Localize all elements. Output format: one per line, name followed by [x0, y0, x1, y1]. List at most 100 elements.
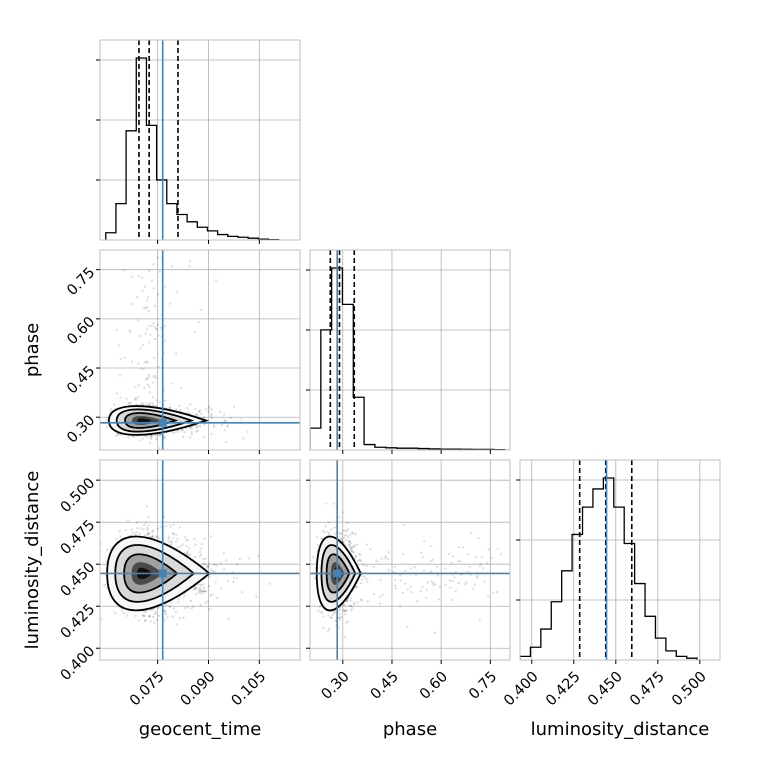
scatter-point — [348, 540, 352, 544]
scatter-point — [141, 289, 144, 293]
scatter-point — [147, 615, 151, 618]
scatter-point — [147, 532, 151, 536]
scatter-point — [155, 618, 158, 622]
scatter-point — [337, 616, 341, 620]
scatter-point — [356, 560, 360, 563]
scatter-point — [340, 537, 343, 541]
scatter-point — [327, 627, 331, 630]
scatter-point — [170, 265, 174, 268]
scatter-point — [197, 591, 201, 594]
scatter-point — [340, 615, 343, 619]
scatter-point — [334, 619, 337, 622]
scatter-point — [343, 613, 347, 616]
scatter-point — [173, 431, 176, 434]
scatter-point — [175, 291, 178, 294]
scatter-point — [183, 606, 186, 610]
scatter-point — [130, 528, 134, 532]
scatter-point — [320, 537, 323, 540]
scatter-point — [137, 619, 141, 622]
scatter-point — [351, 606, 354, 610]
scatter-point — [215, 564, 218, 567]
y-tick-label-phase-1: 0.45 — [64, 363, 98, 397]
scatter-point — [148, 391, 152, 394]
scatter-point — [135, 521, 139, 524]
scatter-point — [199, 589, 202, 593]
scatter-point — [425, 596, 428, 599]
scatter-point — [393, 565, 396, 569]
scatter-point — [206, 564, 210, 568]
scatter-point — [347, 604, 351, 607]
scatter-point — [141, 401, 144, 405]
scatter-point — [425, 588, 429, 591]
scatter-point — [357, 559, 361, 562]
scatter-point — [157, 614, 160, 617]
histogram-panel-geocent_time — [96, 39, 301, 244]
scatter-point — [345, 529, 348, 532]
scatter-point — [465, 581, 468, 584]
scatter-points — [310, 502, 503, 639]
scatter-point — [209, 535, 213, 538]
scatter-point — [115, 434, 118, 438]
scatter-point — [172, 607, 176, 610]
scatter-point — [225, 559, 228, 562]
scatter-point — [156, 535, 159, 538]
scatter-point — [333, 526, 336, 529]
scatter-point — [360, 599, 364, 602]
scatter-point — [454, 590, 457, 593]
scatter-point — [109, 407, 113, 411]
scatter-point — [486, 561, 489, 565]
scatter-point — [147, 524, 150, 527]
scatter-point — [103, 583, 106, 587]
scatter-point — [210, 416, 213, 420]
scatter-point — [257, 554, 260, 557]
scatter-point — [196, 429, 199, 432]
scatter-point — [156, 256, 159, 259]
scatter-point — [208, 575, 211, 579]
x-tick-label-luminosity_distance-2: 0.450 — [585, 669, 626, 710]
scatter-point — [321, 529, 324, 533]
scatter-point — [220, 587, 223, 590]
scatter-point — [135, 403, 138, 406]
scatter-point — [383, 556, 387, 560]
scatter-point — [210, 413, 213, 416]
scatter-point — [178, 616, 181, 620]
x-tick-label-geocent_time-2: 0.105 — [229, 669, 270, 710]
scatter-point — [210, 432, 213, 435]
scatter-point — [146, 526, 149, 530]
scatter-point — [186, 550, 189, 553]
scatter-point — [141, 403, 145, 406]
scatter-point — [434, 583, 437, 586]
scatter-point — [211, 570, 214, 574]
scatter-point — [158, 447, 161, 450]
density-contour-4 — [137, 418, 153, 423]
scatter-point — [348, 545, 352, 548]
scatter-point — [421, 585, 424, 589]
scatter-point — [437, 598, 440, 601]
scatter-point — [199, 590, 203, 594]
scatter-point — [186, 407, 189, 410]
scatter-point — [199, 583, 202, 586]
y-axis-label-phase: phase — [22, 323, 43, 377]
scatter-point — [171, 430, 174, 434]
scatter-point — [125, 397, 128, 401]
scatter-point — [163, 611, 167, 614]
scatter-point — [151, 402, 154, 405]
scatter-point — [332, 502, 336, 505]
scatter-point — [150, 530, 154, 533]
scatter-point — [240, 418, 243, 421]
scatter-point — [344, 609, 348, 612]
scatter-point — [478, 565, 482, 568]
scatter-point — [204, 557, 208, 560]
scatter-point — [151, 535, 155, 538]
scatter-point — [136, 527, 139, 530]
scatter-point — [345, 600, 349, 603]
scatter-point — [347, 528, 350, 531]
scatter-point — [134, 614, 137, 617]
scatter-point — [151, 529, 155, 532]
scatter-point — [343, 529, 347, 532]
scatter-point — [142, 368, 145, 371]
scatter-point — [169, 302, 172, 305]
scatter-point — [268, 582, 271, 585]
scatter-point — [176, 546, 179, 550]
scatter-point — [179, 408, 182, 412]
